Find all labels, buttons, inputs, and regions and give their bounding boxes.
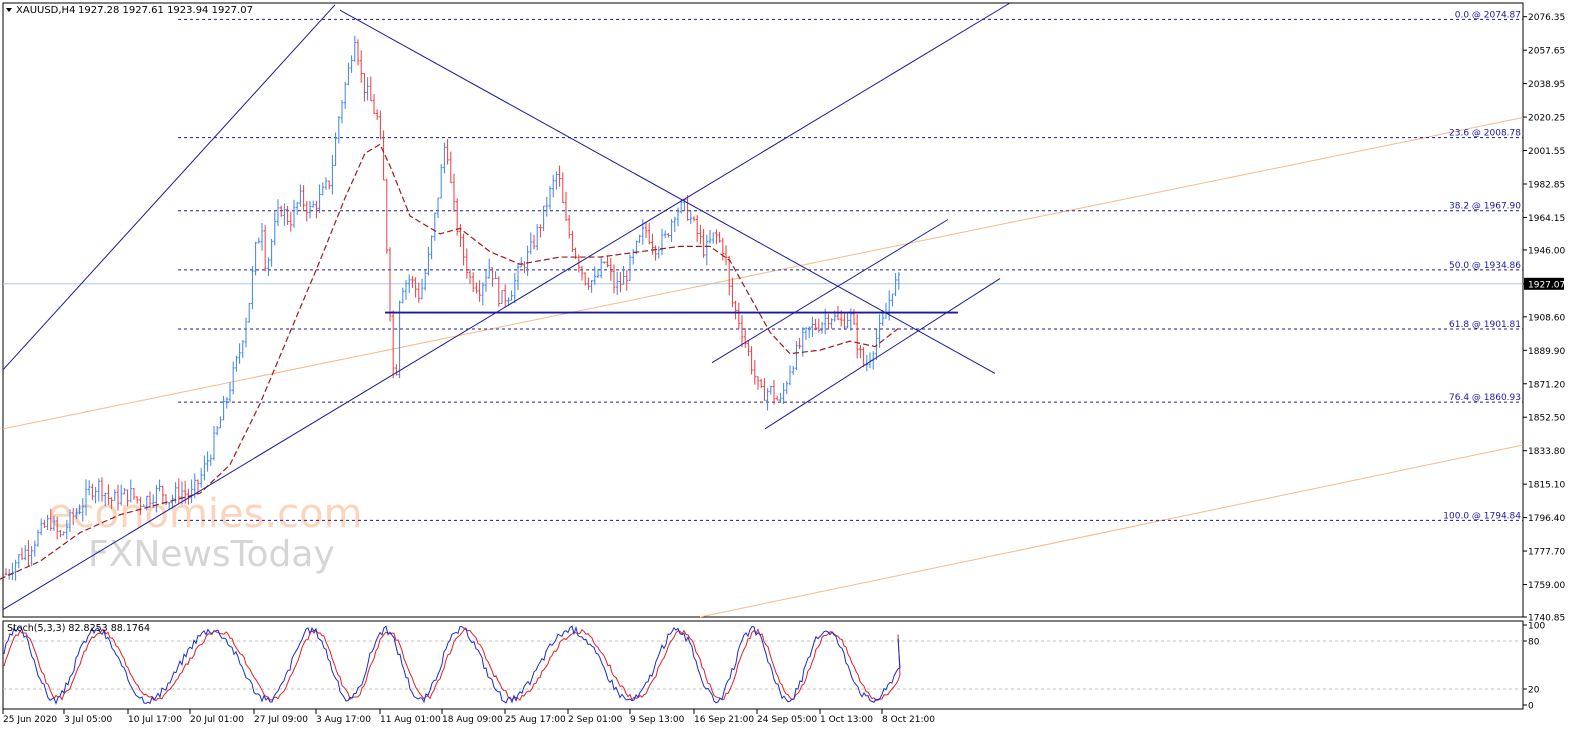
watermark-sub: FXNewsToday: [88, 534, 335, 575]
peach-line-upper: [2, 117, 1524, 430]
trend-line: [711, 219, 949, 364]
price-axis: 2076.35 2057.65 2038.95 2020.25 2001.55 1982.…: [1523, 13, 1565, 624]
stoch-tick-label: 0: [1528, 702, 1534, 712]
ohlc-values: 1927.28 1927.61 1923.94 1927.07: [78, 5, 253, 16]
time-tick-label: 8 Oct 21:00: [882, 715, 935, 725]
fib-label: 100.0 @ 1794.84: [1443, 511, 1521, 521]
price-tick-label: 2001.55: [1528, 147, 1565, 157]
time-tick-label: 3 Jul 05:00: [64, 715, 113, 725]
price-tick-label: 2057.65: [1528, 47, 1565, 57]
stoch-tick-label: 100: [1528, 622, 1545, 632]
price-tick-label: 2076.35: [1528, 13, 1565, 23]
trend-line: [2, 2, 1011, 611]
price-tick-label: 1759.00: [1528, 581, 1565, 591]
current-price-label: 1927.07: [1528, 280, 1565, 290]
peach-channel-lines: [2, 117, 1524, 618]
trend-line: [2, 4, 336, 371]
time-tick-label: 1 Oct 13:00: [820, 715, 873, 725]
time-tick-label: 16 Sep 21:00: [694, 715, 754, 725]
dropdown-arrow-icon[interactable]: [6, 8, 12, 12]
time-tick-label: 2 Sep 01:00: [568, 715, 623, 725]
stoch-signal-line: [3, 628, 901, 702]
price-tick-label: 1833.80: [1528, 447, 1565, 457]
stoch-tick-label: 80: [1528, 638, 1540, 648]
time-tick-label: 9 Sep 13:00: [630, 715, 685, 725]
time-axis: 25 Jun 2020 3 Jul 05:00 10 Jul 17:00 20 Jul…: [2, 709, 935, 725]
price-tick-label: 1908.60: [1528, 313, 1565, 323]
price-tick-label: 1964.15: [1528, 214, 1565, 224]
stochastic-oscillator: 100 80 20 0: [3, 622, 1545, 712]
stoch-label: Stoch(5,3,3) 82.8253 88.1764: [7, 623, 150, 634]
time-tick-label: 24 Sep 05:00: [757, 715, 817, 725]
current-price-tag: [1524, 277, 1564, 290]
stoch-main-line: [3, 625, 901, 705]
price-tick-label: 1946.00: [1528, 246, 1565, 256]
price-tick-label: 1889.90: [1528, 347, 1565, 357]
price-tick-label: 1740.85: [1528, 614, 1565, 624]
price-tick-label: 1815.10: [1528, 481, 1565, 491]
main-panel-frame: [2, 2, 1524, 618]
moving-average: [0, 143, 899, 580]
trend-lines: [2, 2, 1011, 611]
fib-label: 38.2 @ 1967.90: [1449, 202, 1521, 212]
fib-label: 23.6 @ 2008.78: [1449, 129, 1521, 139]
fib-label: 61.8 @ 1901.81: [1449, 320, 1521, 330]
price-tick-label: 2020.25: [1528, 114, 1565, 124]
price-tick-label: 1982.85: [1528, 180, 1565, 190]
price-tick-label: 1796.40: [1528, 514, 1565, 524]
symbol-label: XAUUSD,H4: [16, 5, 75, 16]
price-tick-label: 1871.20: [1528, 380, 1565, 390]
time-tick-label: 27 Jul 09:00: [254, 715, 308, 725]
fib-label: 0.0 @ 2074.87: [1455, 10, 1521, 20]
time-tick-label: 11 Aug 01:00: [380, 715, 441, 725]
peach-line-lower: [699, 444, 1524, 618]
time-tick-label: 10 Jul 17:00: [128, 715, 182, 725]
time-tick-label: 25 Jun 2020: [3, 715, 57, 725]
watermark-logo: economies.com: [48, 491, 363, 537]
stoch-panel-frame: [2, 620, 1524, 710]
candle-series: [4, 35, 901, 581]
time-tick-label: 18 Aug 09:00: [442, 715, 503, 725]
price-tick-label: 1777.70: [1528, 548, 1565, 558]
stoch-tick-label: 20: [1528, 686, 1540, 696]
fib-label: 76.4 @ 1860.93: [1449, 393, 1521, 403]
time-tick-label: 3 Aug 17:00: [316, 715, 371, 725]
price-tick-label: 1852.50: [1528, 414, 1565, 424]
fib-label: 50.0 @ 1934.86: [1449, 261, 1521, 271]
time-tick-label: 25 Aug 17:00: [505, 715, 566, 725]
trend-line: [764, 278, 1001, 430]
ma-line: [0, 143, 899, 580]
price-tick-label: 2038.95: [1528, 80, 1565, 90]
time-tick-label: 20 Jul 01:00: [190, 715, 244, 725]
